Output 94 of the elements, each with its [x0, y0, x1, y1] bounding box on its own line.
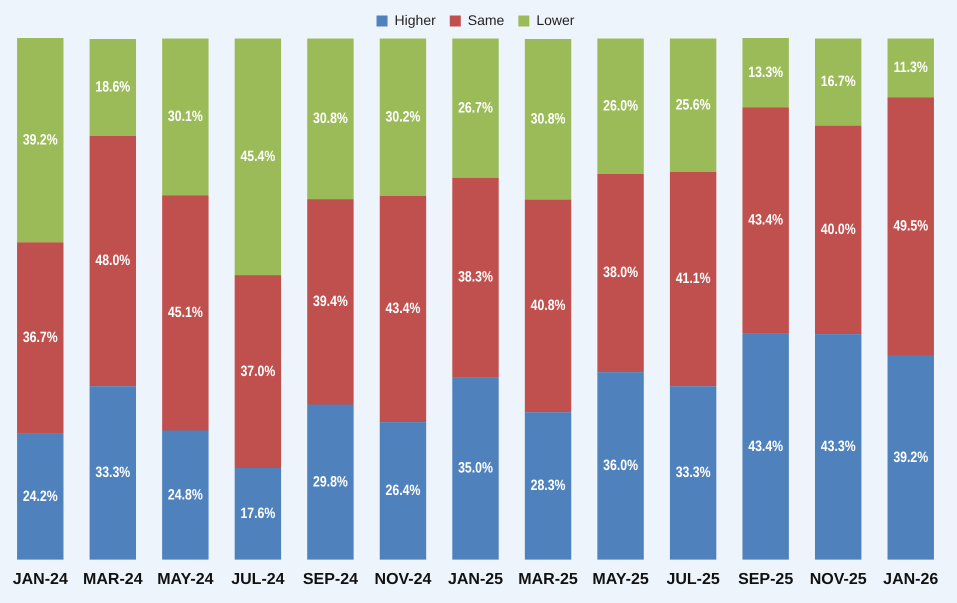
data-label: 33.3%: [95, 464, 130, 480]
bar: [307, 404, 354, 560]
bar: [524, 412, 572, 560]
data-label: 30.8%: [313, 110, 348, 126]
bar: [17, 38, 64, 242]
data-label: 39.2%: [893, 448, 928, 466]
x-tick-label: MAR-24: [83, 570, 143, 588]
data-label: 11.3%: [894, 58, 928, 76]
data-label: 30.2%: [386, 108, 420, 125]
bar: [162, 195, 209, 431]
data-label: 33.3%: [676, 464, 711, 480]
data-label: 40.0%: [820, 220, 856, 238]
data-label: 45.4%: [240, 148, 276, 164]
x-tick-label: NOV-25: [810, 570, 867, 588]
legend-label: Same: [468, 12, 505, 28]
data-label: 40.8%: [530, 296, 566, 314]
data-label: 36.7%: [22, 329, 58, 346]
x-tick-label: JAN-25: [448, 570, 504, 588]
data-label: 39.2%: [22, 131, 58, 148]
bar: [597, 38, 644, 174]
legend-label: Higher: [394, 12, 436, 28]
data-label: 35.0%: [458, 460, 493, 476]
data-label: 49.5%: [893, 217, 928, 234]
bar: [888, 355, 934, 560]
bar: [670, 386, 716, 560]
x-tick-label: JAN-26: [883, 570, 938, 588]
data-label: 30.1%: [168, 108, 203, 124]
x-tick-label: NOV-24: [374, 570, 432, 588]
data-label: 38.0%: [603, 264, 638, 281]
data-label: 29.8%: [313, 473, 348, 490]
bar: [597, 174, 644, 372]
bar: [670, 172, 716, 386]
data-label: 26.4%: [386, 482, 420, 498]
bar: [742, 107, 789, 334]
bar: [524, 200, 572, 412]
bar: [888, 38, 934, 98]
bar: [234, 468, 282, 560]
bar: [90, 386, 136, 560]
bar: [17, 434, 64, 560]
bar: [452, 38, 499, 178]
data-label: 13.3%: [748, 64, 784, 80]
data-label: 43.4%: [748, 438, 784, 454]
bar: [234, 38, 282, 276]
data-label: 45.1%: [168, 304, 203, 320]
legend-label: Lower: [536, 12, 575, 28]
data-label: 38.3%: [458, 268, 493, 285]
data-label: 39.4%: [313, 292, 348, 310]
bar: [90, 39, 136, 136]
x-tick-label: MAR-25: [518, 570, 578, 588]
bar: [814, 126, 862, 334]
data-label: 41.1%: [676, 270, 711, 287]
bar: [162, 38, 209, 196]
bar: [524, 39, 572, 200]
x-tick-label: MAY-24: [157, 570, 214, 588]
data-label: 37.0%: [240, 362, 276, 380]
data-label: 24.8%: [168, 486, 203, 503]
bar: [742, 334, 789, 560]
data-label: 26.0%: [603, 97, 638, 114]
bar: [90, 136, 136, 386]
data-label: 24.2%: [22, 488, 58, 504]
data-label: 16.7%: [820, 73, 856, 90]
bar: [742, 38, 789, 108]
bar: [234, 275, 282, 468]
data-label: 28.3%: [530, 477, 566, 494]
data-label: 30.8%: [530, 110, 566, 127]
data-label: 43.4%: [748, 211, 784, 228]
x-tick-label: JAN-24: [12, 570, 68, 588]
data-label: 25.6%: [676, 96, 711, 113]
data-label: 17.6%: [240, 504, 276, 522]
x-tick-label: MAY-25: [592, 570, 649, 588]
x-tick-label: JUL-25: [666, 570, 720, 588]
bar: [452, 377, 499, 560]
bar: [17, 242, 64, 434]
data-label: 48.0%: [95, 252, 130, 269]
bar: [670, 38, 716, 172]
x-tick-label: SEP-25: [738, 570, 794, 588]
bar: [380, 196, 426, 422]
bar: [888, 97, 934, 356]
data-label: 43.3%: [820, 438, 856, 454]
bar: [380, 38, 426, 196]
bar: [597, 372, 644, 560]
data-label: 43.4%: [386, 300, 420, 316]
data-label: 26.7%: [458, 99, 493, 116]
x-tick-label: SEP-24: [302, 570, 358, 588]
data-label: 18.6%: [95, 78, 130, 95]
bar: [162, 430, 209, 560]
x-tick-label: JUL-24: [231, 570, 285, 588]
data-label: 36.0%: [603, 456, 638, 474]
bar: [307, 199, 354, 404]
bar: [307, 38, 354, 200]
bar: [814, 334, 862, 560]
bar: [380, 422, 426, 560]
bar: [452, 178, 499, 378]
bar: [814, 38, 862, 126]
